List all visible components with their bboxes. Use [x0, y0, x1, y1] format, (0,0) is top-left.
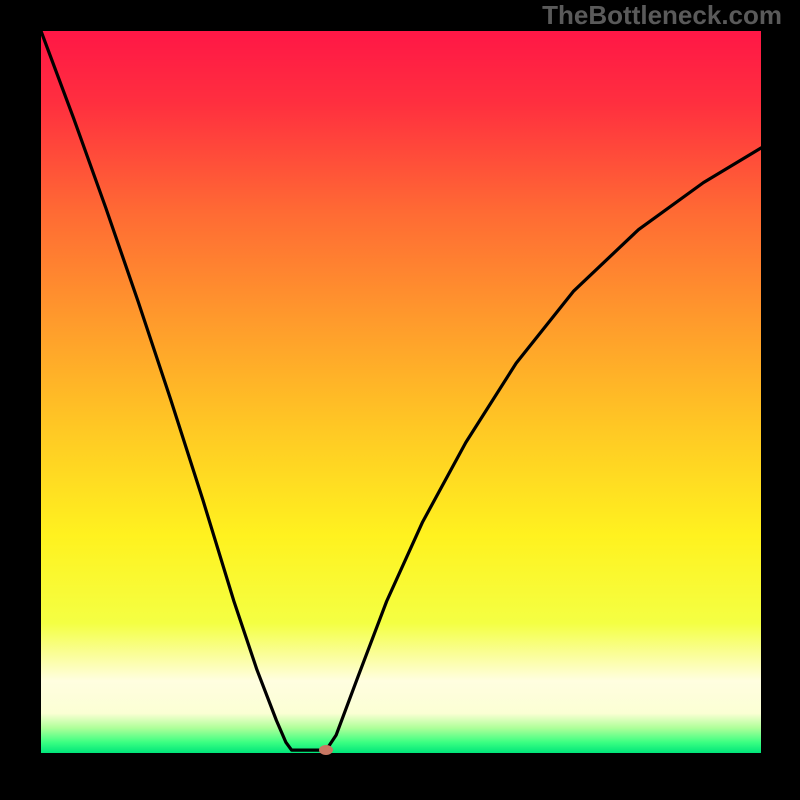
watermark-text: TheBottleneck.com [542, 0, 782, 31]
chart-stage: TheBottleneck.com [0, 0, 800, 800]
bottleneck-curve [41, 31, 761, 753]
minimum-marker [319, 745, 333, 755]
curve-path [41, 31, 761, 750]
